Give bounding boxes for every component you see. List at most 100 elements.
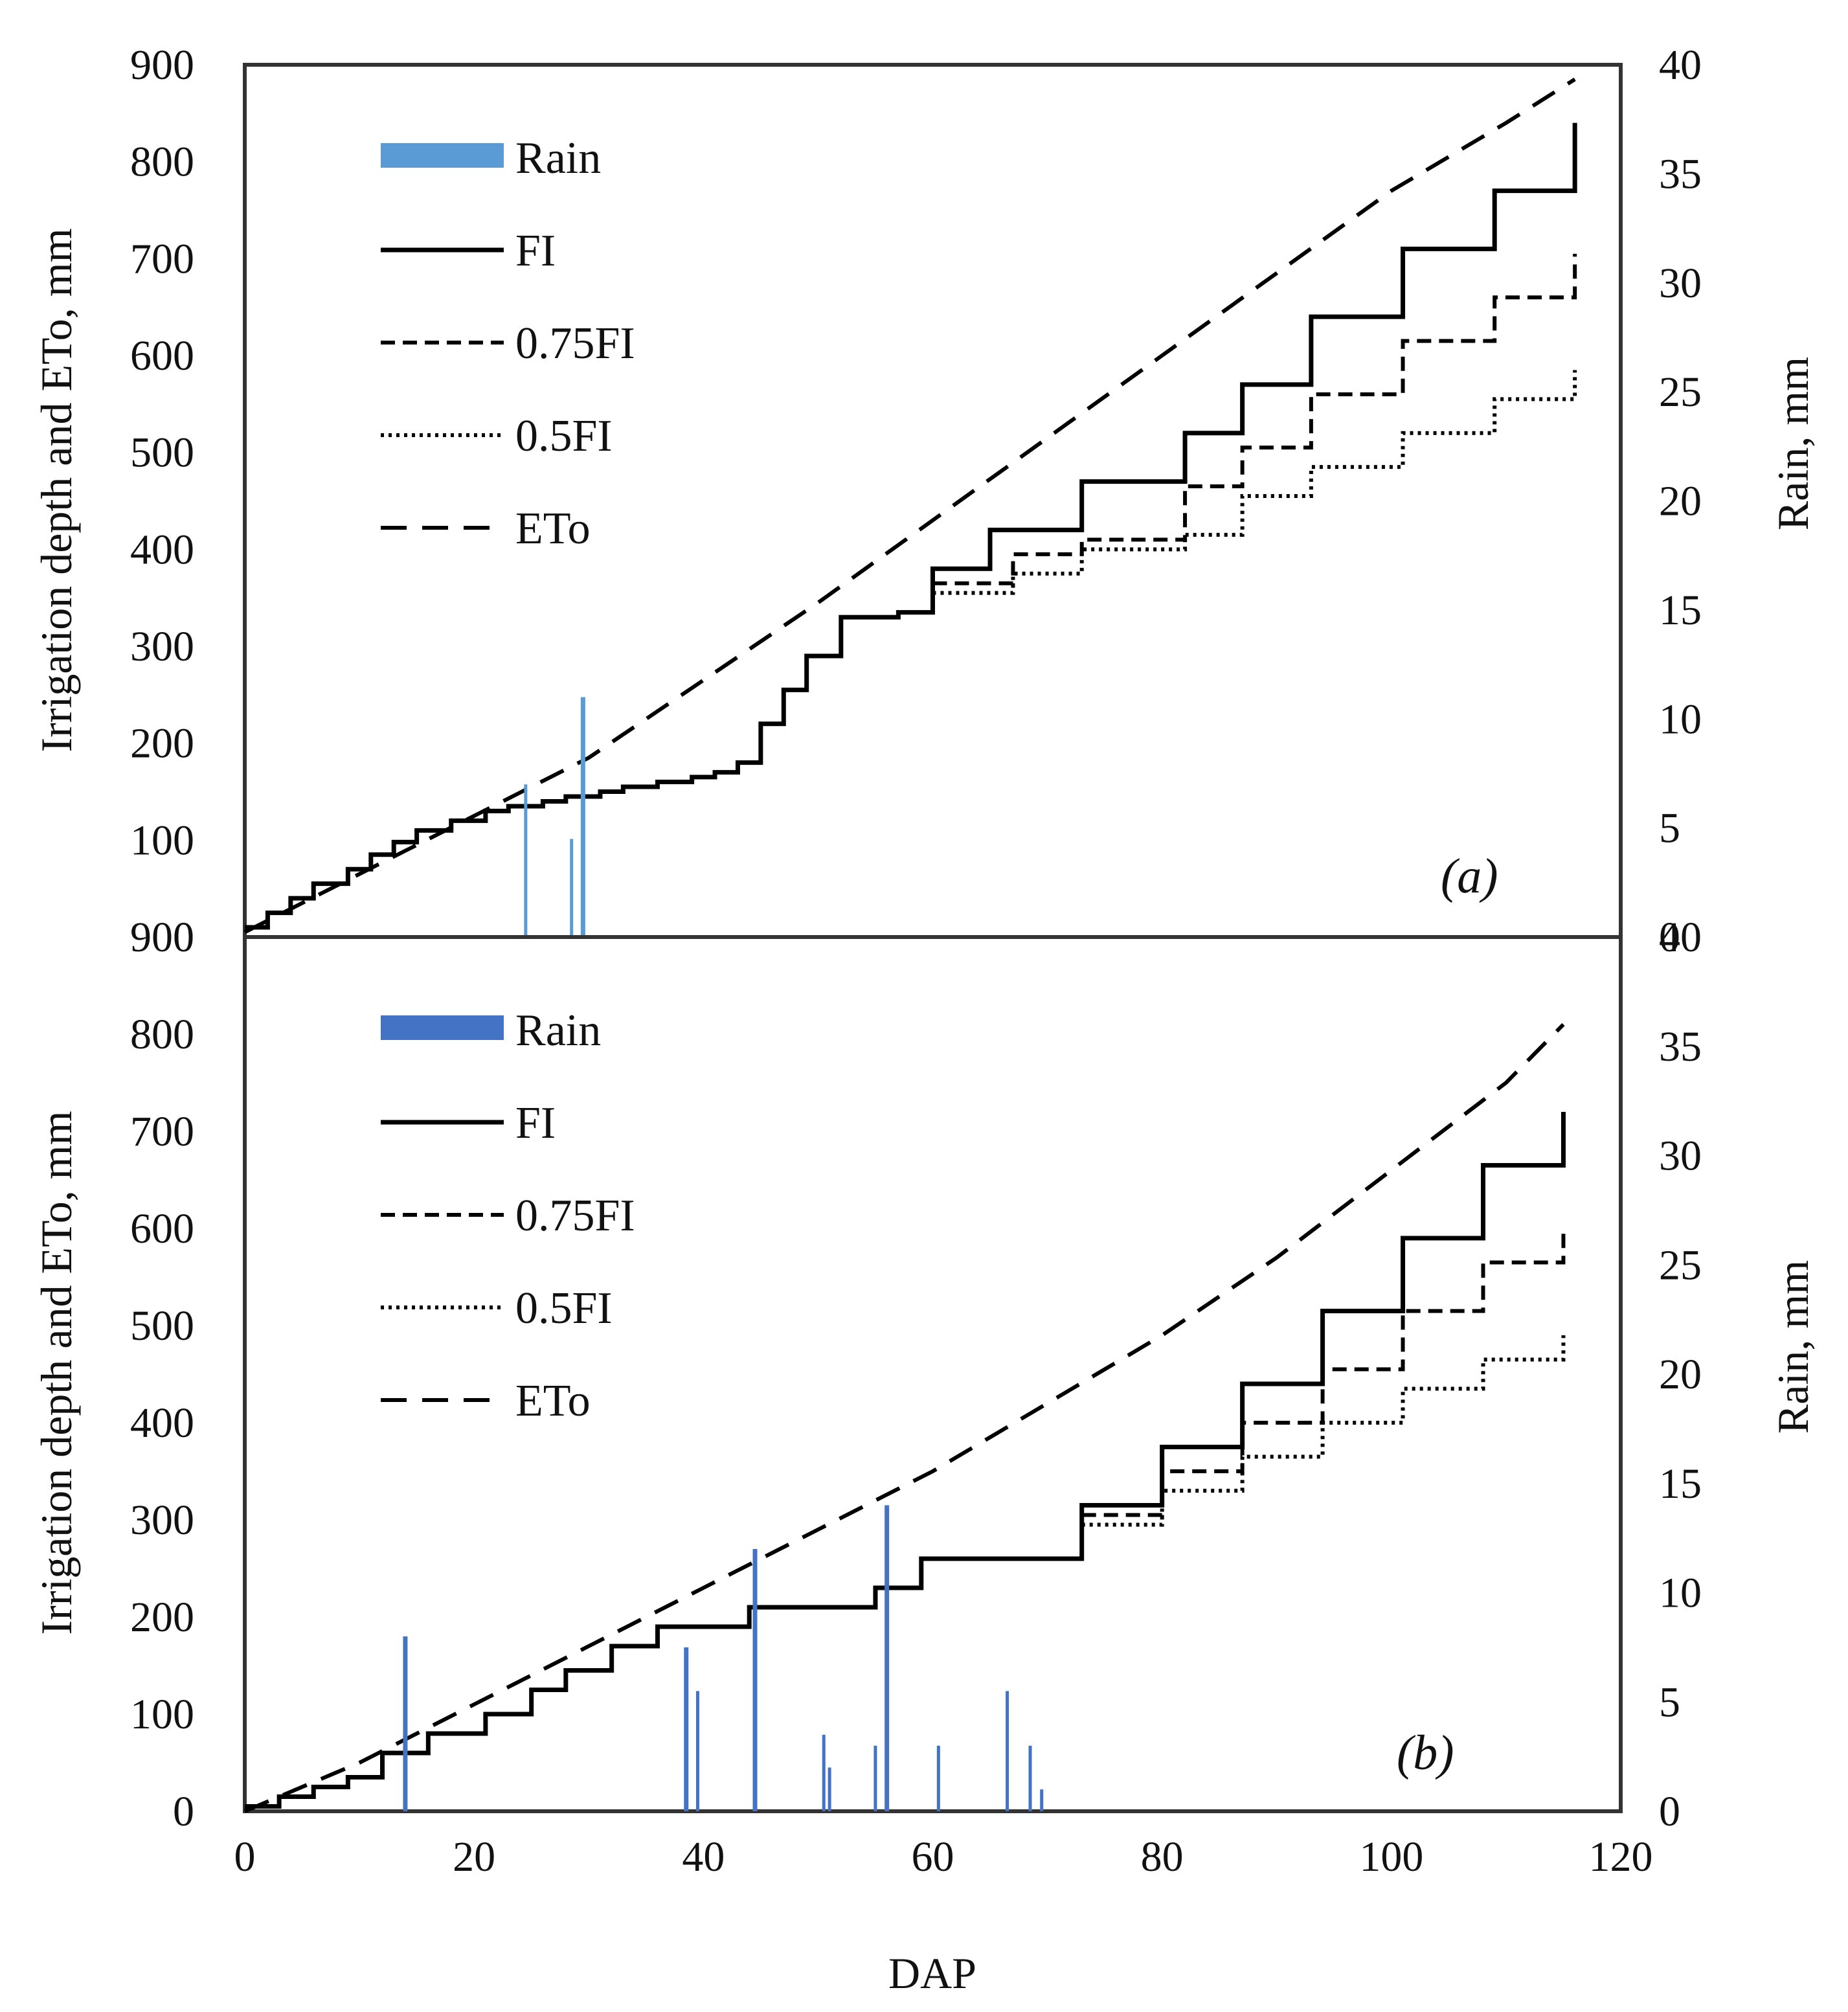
- panel-a-marks: [243, 77, 1577, 937]
- rain-bar-a-2: [580, 697, 585, 937]
- x-tick-label-5: 100: [1359, 1833, 1423, 1881]
- rain-bar-b-10: [1028, 1745, 1032, 1811]
- rain-bar-a-1: [570, 839, 574, 937]
- y2-tick-label-b-2: 10: [1659, 1570, 1702, 1617]
- y-tick-label-b-6: 600: [130, 1205, 194, 1252]
- y2-tick-label-a-6: 30: [1659, 260, 1702, 307]
- legend-swatch-rain-a: [381, 143, 504, 168]
- x-tick-label-6: 120: [1589, 1833, 1653, 1881]
- y2-tick-label-b-4: 20: [1659, 1351, 1702, 1398]
- panel-a-label: (a): [1441, 849, 1498, 903]
- y-tick-label-a-2: 200: [130, 720, 194, 767]
- panel-b-right-ticks: 0 5 10 15 20 25 30 35 40: [1659, 914, 1702, 1835]
- series-075fi-line-b: [1081, 1233, 1566, 1517]
- rain-bar-b-7: [885, 1505, 890, 1811]
- rain-bar-b-6: [873, 1745, 877, 1811]
- y2-tick-label-b-1: 5: [1659, 1679, 1680, 1726]
- panel-b-legend: Rain FI 0.75FI 0.5FI ETo: [381, 1006, 635, 1426]
- y-tick-label-a-4: 400: [130, 526, 194, 573]
- panel-a-legend: Rain FI 0.75FI 0.5FI ETo: [381, 133, 635, 554]
- y-tick-label-a-3: 300: [130, 623, 194, 670]
- x-tick-label-3: 60: [912, 1833, 954, 1881]
- panel-b-x-ticks: 0 20 40 60 80 100 120: [234, 1833, 1653, 1881]
- legend-label-05fi-b: 0.5FI: [515, 1283, 613, 1333]
- panel-b-left-ticks: 0 100 200 300 400 500 600 700 800 900: [130, 914, 194, 1835]
- rain-bar-b-11: [1040, 1789, 1044, 1811]
- series-fi-line-a: [245, 122, 1577, 930]
- legend-label-075fi-b: 0.75FI: [515, 1191, 635, 1241]
- y2-tick-label-b-6: 30: [1659, 1133, 1702, 1180]
- legend-label-fi-b: FI: [515, 1098, 556, 1148]
- panel-b-marks: [243, 1023, 1566, 1813]
- rain-bar-a-0: [524, 784, 528, 937]
- x-tick-label-1: 20: [453, 1833, 495, 1881]
- y-tick-label-b-3: 300: [130, 1497, 194, 1544]
- y-tick-label-b-7: 700: [130, 1108, 194, 1155]
- legend-label-fi-a: FI: [515, 226, 556, 276]
- y2-tick-label-a-0: 0: [1659, 914, 1680, 961]
- y2-tick-label-a-8: 40: [1659, 41, 1702, 89]
- panel-a-left-axis-label: Irrigation depth and ETo, mm: [32, 228, 81, 752]
- series-05fi-line-a: [932, 370, 1577, 595]
- y2-tick-label-b-7: 35: [1659, 1023, 1702, 1070]
- series-075fi-line-a: [932, 253, 1577, 585]
- y2-tick-label-a-5: 25: [1659, 368, 1702, 416]
- x-axis-label: DAP: [888, 1949, 976, 1998]
- rain-bar-b-5: [828, 1767, 831, 1811]
- panel-a-frame: [243, 63, 1623, 939]
- y-tick-label-b-4: 400: [130, 1399, 194, 1447]
- y2-tick-label-a-2: 10: [1659, 695, 1702, 743]
- series-eto-line-b: [243, 1023, 1565, 1813]
- panel-b-label: (b): [1397, 1726, 1454, 1780]
- y-tick-label-b-5: 500: [130, 1302, 194, 1350]
- y-tick-label-a-1: 100: [130, 817, 194, 864]
- y-tick-label-b-8: 800: [130, 1011, 194, 1058]
- panel-a-right-ticks: 0 5 10 15 20 25 30 35 40: [1659, 41, 1702, 961]
- panel-b-left-axis-label: Irrigation depth and ETo, mm: [32, 1111, 81, 1634]
- x-tick-label-2: 40: [682, 1833, 725, 1881]
- y-tick-label-a-9: 900: [130, 41, 194, 89]
- rain-bar-b-4: [822, 1734, 826, 1811]
- series-eto-line-a: [243, 77, 1576, 934]
- panel-b-frame: [243, 935, 1623, 1813]
- rain-bar-b-2: [695, 1691, 699, 1811]
- y2-tick-label-a-3: 15: [1659, 587, 1702, 634]
- y2-tick-label-b-5: 25: [1659, 1241, 1702, 1289]
- y-tick-label-a-7: 700: [130, 235, 194, 282]
- y-tick-label-b-2: 200: [130, 1594, 194, 1641]
- y2-tick-label-b-8: 40: [1659, 914, 1702, 961]
- panel-a-right-axis-label: Rain, mm: [1768, 357, 1818, 530]
- legend-label-05fi-a: 0.5FI: [515, 411, 613, 461]
- rain-bar-b-0: [403, 1636, 408, 1811]
- legend-swatch-rain-b: [381, 1015, 504, 1040]
- panel-b-right-axis-label: Rain, mm: [1768, 1260, 1818, 1434]
- legend-label-eto-b: ETo: [515, 1376, 591, 1426]
- y-tick-label-a-0: 0: [173, 914, 194, 961]
- y2-tick-label-a-7: 35: [1659, 150, 1702, 198]
- x-tick-label-4: 80: [1141, 1833, 1184, 1881]
- y2-tick-label-b-0: 0: [1659, 1788, 1680, 1835]
- y-tick-label-a-8: 800: [130, 139, 194, 186]
- series-fi-line-b: [245, 1112, 1566, 1809]
- y-tick-label-b-9: 900: [130, 914, 194, 961]
- y2-tick-label-a-1: 5: [1659, 805, 1680, 852]
- legend-label-075fi-a: 0.75FI: [515, 319, 635, 368]
- legend-label-eto-a: ETo: [515, 504, 591, 554]
- rain-bar-b-1: [684, 1647, 689, 1811]
- rain-bar-b-3: [752, 1549, 758, 1811]
- y-tick-label-a-5: 500: [130, 429, 194, 477]
- legend-label-rain-b: Rain: [515, 1006, 601, 1056]
- rain-bar-b-8: [936, 1745, 940, 1811]
- x-tick-label-0: 0: [234, 1833, 256, 1881]
- y2-tick-label-a-4: 20: [1659, 478, 1702, 525]
- series-05fi-line-b: [1081, 1335, 1566, 1527]
- y-tick-label-b-1: 100: [130, 1691, 194, 1738]
- legend-label-rain-a: Rain: [515, 133, 601, 183]
- rain-bar-b-9: [1006, 1691, 1009, 1811]
- panel-a-left-ticks: 0 100 200 300 400 500 600 700 800 900: [130, 41, 194, 961]
- y-tick-label-a-6: 600: [130, 332, 194, 379]
- y2-tick-label-b-3: 15: [1659, 1460, 1702, 1508]
